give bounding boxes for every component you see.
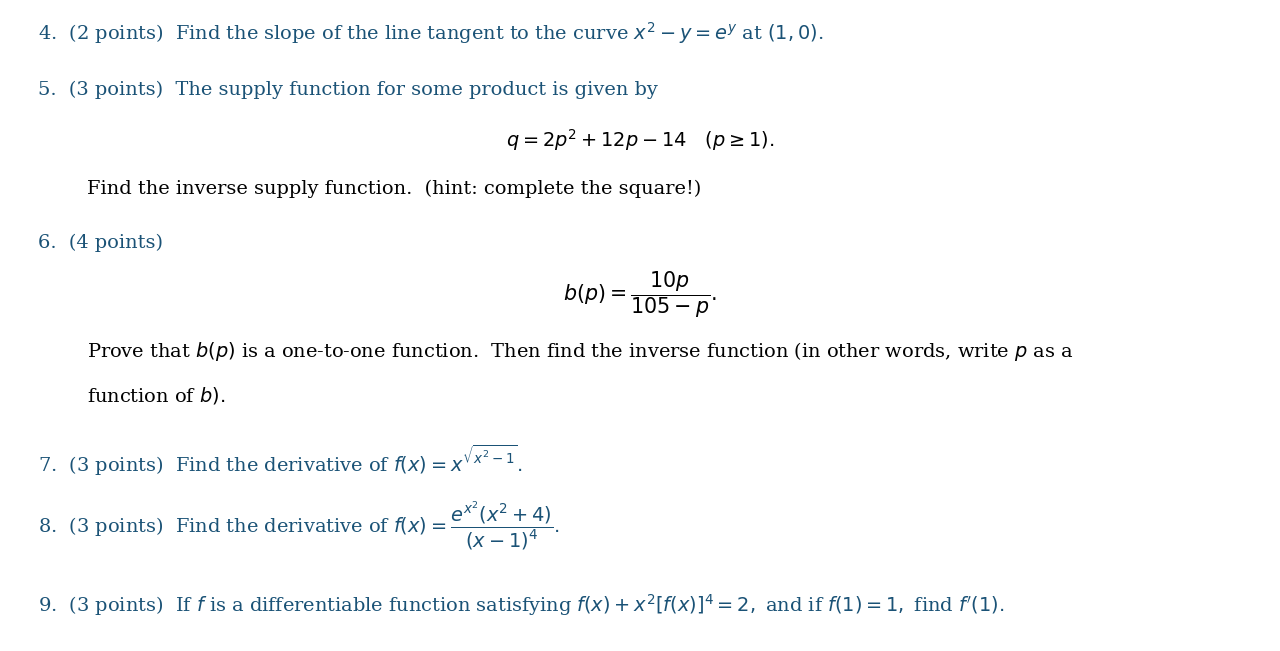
Text: $q = 2p^2 + 12p - 14 \quad (p \geq 1).$: $q = 2p^2 + 12p - 14 \quad (p \geq 1).$ [506,127,774,153]
Text: 4.  (2 points)  Find the slope of the line tangent to the curve $x^2 - y = e^y$ : 4. (2 points) Find the slope of the line… [38,20,823,46]
Text: function of $b).$: function of $b).$ [87,385,225,406]
Text: $b(p) = \dfrac{10p}{105 - p}.$: $b(p) = \dfrac{10p}{105 - p}.$ [563,269,717,320]
Text: Prove that $b(p)$ is a one-to-one function.  Then find the inverse function (in : Prove that $b(p)$ is a one-to-one functi… [87,340,1073,363]
Text: 7.  (3 points)  Find the derivative of $f(x) = x^{\sqrt{x^2-1}}.$: 7. (3 points) Find the derivative of $f(… [38,443,522,477]
Text: 6.  (4 points): 6. (4 points) [38,233,164,251]
Text: 5.  (3 points)  The supply function for some product is given by: 5. (3 points) The supply function for so… [38,81,658,99]
Text: 9.  (3 points)  If $f$ is a differentiable function satisfying $f(x) + x^2[f(x)]: 9. (3 points) If $f$ is a differentiable… [38,591,1005,617]
Text: Find the inverse supply function.  (hint: complete the square!): Find the inverse supply function. (hint:… [87,180,701,198]
Text: 8.  (3 points)  Find the derivative of $f(x) = \dfrac{e^{x^2}(x^2+4)}{(x-1)^4}.$: 8. (3 points) Find the derivative of $f(… [38,499,561,551]
